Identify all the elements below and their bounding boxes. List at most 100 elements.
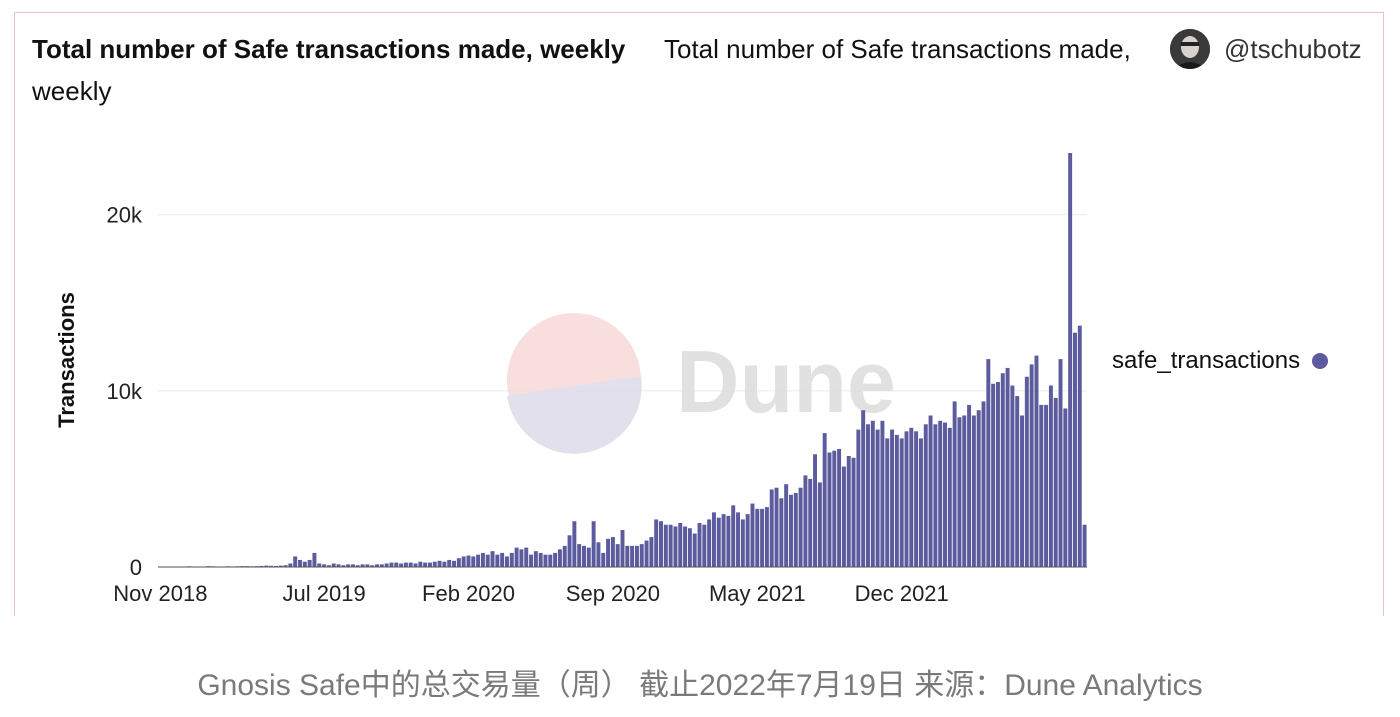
bar[interactable] bbox=[418, 561, 423, 567]
bar[interactable] bbox=[798, 487, 803, 567]
bar[interactable] bbox=[779, 498, 784, 567]
bar[interactable] bbox=[529, 554, 534, 567]
bar[interactable] bbox=[1068, 153, 1073, 567]
bar[interactable] bbox=[278, 565, 283, 567]
bar[interactable] bbox=[480, 552, 485, 567]
author-avatar[interactable] bbox=[1170, 29, 1210, 69]
bar[interactable] bbox=[452, 560, 456, 567]
bar[interactable] bbox=[1044, 404, 1049, 567]
bar[interactable] bbox=[1039, 404, 1044, 567]
bar[interactable] bbox=[466, 555, 471, 567]
bar[interactable] bbox=[774, 487, 779, 567]
bar[interactable] bbox=[731, 505, 736, 567]
bar[interactable] bbox=[1063, 408, 1068, 567]
bar[interactable] bbox=[384, 563, 389, 567]
bar[interactable] bbox=[442, 561, 447, 567]
bar[interactable] bbox=[841, 466, 846, 567]
bar[interactable] bbox=[793, 493, 798, 567]
bar[interactable] bbox=[971, 415, 976, 567]
bar[interactable] bbox=[331, 563, 336, 567]
bar[interactable] bbox=[995, 382, 1000, 567]
bar[interactable] bbox=[620, 530, 625, 567]
bar[interactable] bbox=[707, 519, 712, 567]
bar[interactable] bbox=[1034, 355, 1039, 567]
bar[interactable] bbox=[837, 448, 842, 567]
bar[interactable] bbox=[1029, 364, 1034, 567]
bar[interactable] bbox=[923, 424, 928, 567]
bar[interactable] bbox=[952, 401, 957, 567]
bar[interactable] bbox=[827, 452, 832, 567]
author-handle-link[interactable]: @tschubotz bbox=[1224, 34, 1362, 64]
bar[interactable] bbox=[817, 482, 822, 567]
bar[interactable] bbox=[610, 537, 615, 567]
bar[interactable] bbox=[307, 559, 312, 567]
bar[interactable] bbox=[668, 524, 673, 567]
bar[interactable] bbox=[639, 544, 644, 567]
bar[interactable] bbox=[943, 422, 947, 567]
bar[interactable] bbox=[557, 549, 562, 567]
bar[interactable] bbox=[750, 503, 755, 567]
bar[interactable] bbox=[784, 484, 789, 567]
bar[interactable] bbox=[634, 545, 639, 567]
bar[interactable] bbox=[365, 564, 370, 567]
bar[interactable] bbox=[586, 547, 591, 567]
bar[interactable] bbox=[909, 427, 914, 567]
bar[interactable] bbox=[697, 522, 702, 567]
bar[interactable] bbox=[649, 537, 654, 567]
bar[interactable] bbox=[654, 519, 659, 567]
bar[interactable] bbox=[755, 508, 760, 567]
bar[interactable] bbox=[832, 450, 837, 567]
bar[interactable] bbox=[567, 535, 572, 567]
bar[interactable] bbox=[914, 431, 919, 567]
bar[interactable] bbox=[533, 551, 538, 567]
bar[interactable] bbox=[1077, 325, 1082, 567]
bar[interactable] bbox=[408, 562, 413, 567]
bar[interactable] bbox=[562, 545, 567, 567]
bar[interactable] bbox=[379, 564, 384, 567]
bar[interactable] bbox=[861, 410, 866, 567]
bar[interactable] bbox=[938, 420, 943, 567]
bar[interactable] bbox=[298, 559, 302, 567]
bar[interactable] bbox=[625, 545, 630, 567]
bar[interactable] bbox=[519, 549, 524, 567]
bar[interactable] bbox=[976, 410, 981, 567]
bar[interactable] bbox=[851, 457, 856, 567]
bar[interactable] bbox=[721, 514, 726, 567]
bar[interactable] bbox=[918, 438, 923, 567]
bar[interactable] bbox=[350, 564, 355, 567]
bar[interactable] bbox=[711, 512, 716, 567]
bar[interactable] bbox=[813, 454, 818, 567]
bar[interactable] bbox=[283, 565, 288, 567]
bar[interactable] bbox=[904, 431, 909, 567]
bar[interactable] bbox=[1005, 367, 1010, 567]
bar[interactable] bbox=[336, 564, 341, 567]
bar[interactable] bbox=[1015, 396, 1020, 567]
bar[interactable] bbox=[500, 552, 505, 567]
bar[interactable] bbox=[456, 558, 461, 567]
bar[interactable] bbox=[389, 562, 394, 567]
bar[interactable] bbox=[476, 554, 481, 567]
bar[interactable] bbox=[606, 538, 611, 567]
bar[interactable] bbox=[322, 564, 327, 567]
bar[interactable] bbox=[355, 565, 360, 567]
bar[interactable] bbox=[899, 438, 904, 567]
bar[interactable] bbox=[856, 429, 861, 567]
bar[interactable] bbox=[269, 565, 274, 567]
bar[interactable] bbox=[341, 565, 346, 567]
bar[interactable] bbox=[928, 415, 933, 567]
bar[interactable] bbox=[403, 562, 408, 567]
bar[interactable] bbox=[933, 424, 938, 567]
bar[interactable] bbox=[582, 545, 586, 567]
bar[interactable] bbox=[302, 561, 307, 567]
bar[interactable] bbox=[543, 554, 548, 567]
bar[interactable] bbox=[702, 524, 707, 567]
bar[interactable] bbox=[1010, 385, 1015, 567]
bar[interactable] bbox=[394, 562, 399, 567]
bar[interactable] bbox=[673, 526, 678, 567]
bar[interactable] bbox=[413, 563, 418, 567]
bar[interactable] bbox=[437, 560, 442, 567]
bar[interactable] bbox=[577, 544, 582, 567]
bar[interactable] bbox=[1058, 359, 1063, 567]
bar[interactable] bbox=[259, 565, 264, 567]
bar[interactable] bbox=[447, 559, 452, 567]
